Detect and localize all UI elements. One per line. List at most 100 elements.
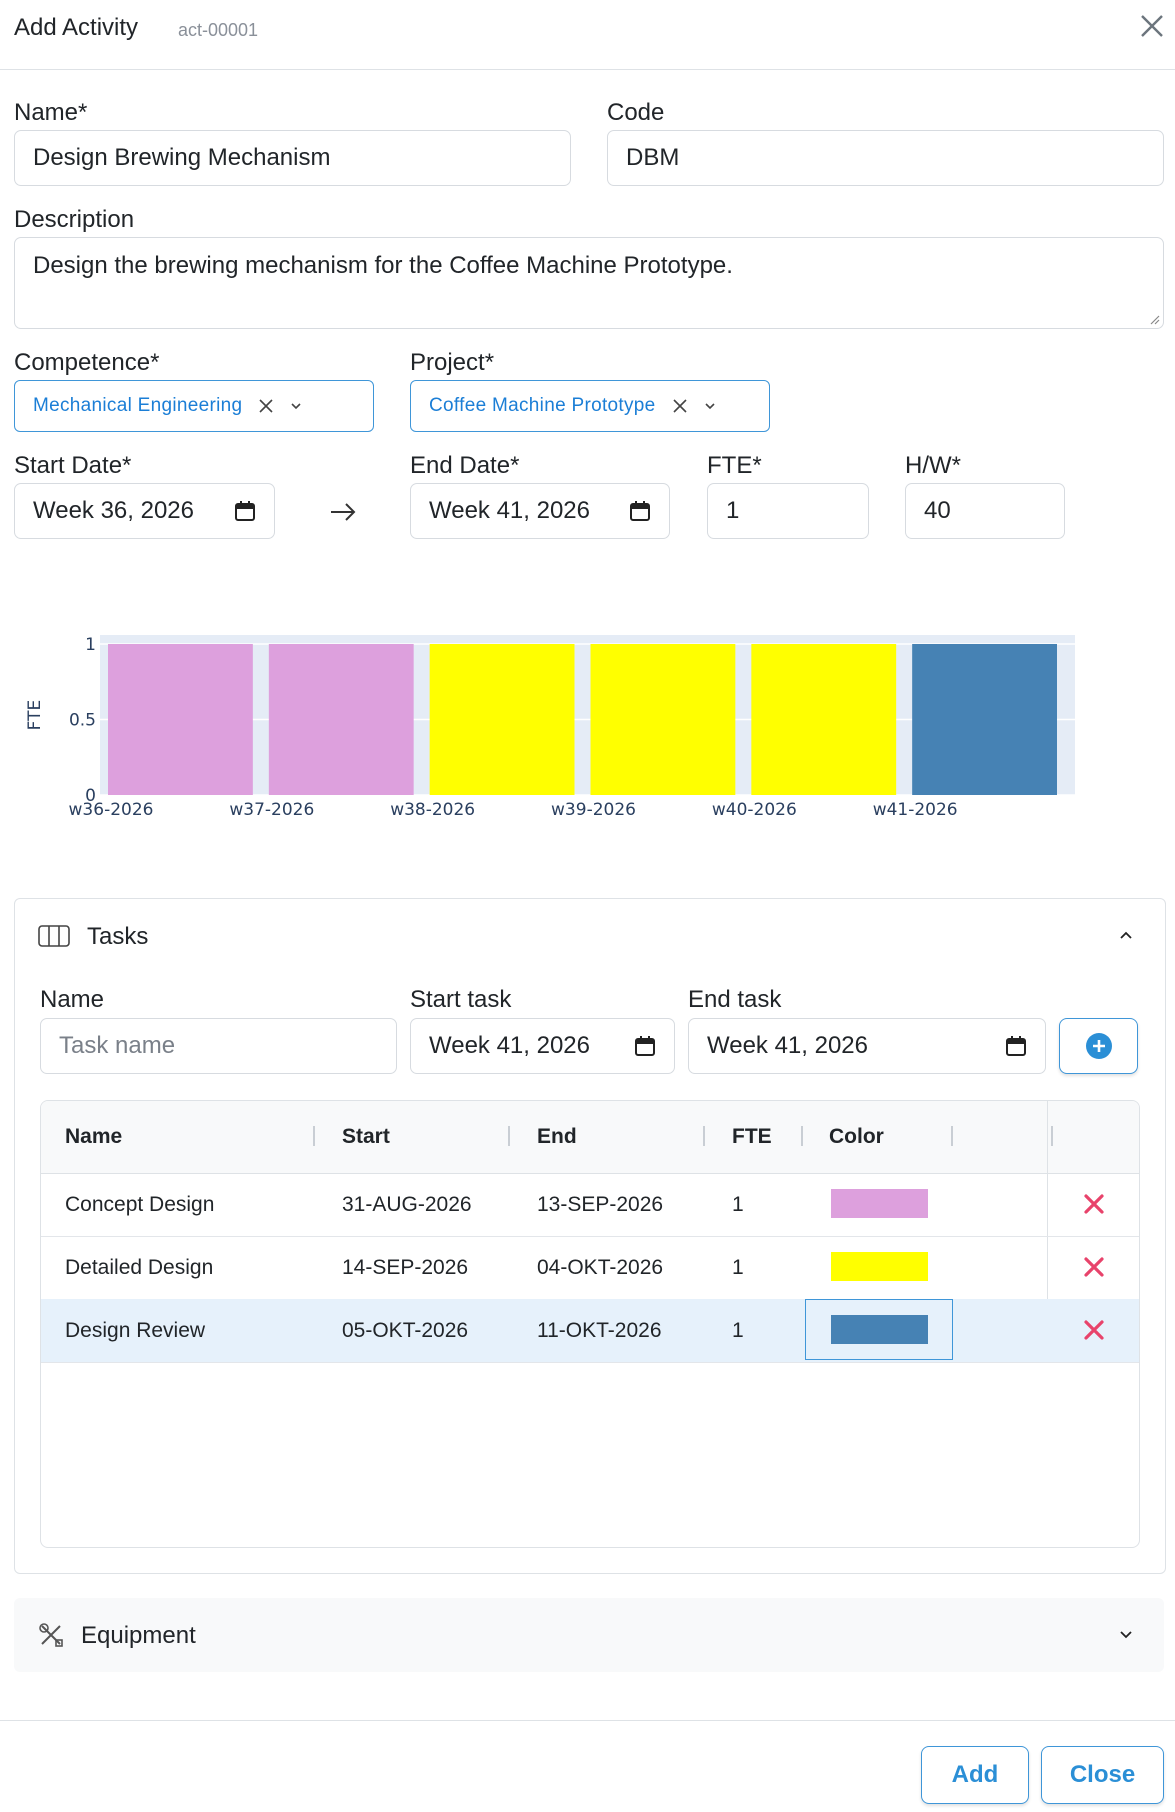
fte-input[interactable]: 1	[707, 483, 869, 539]
column-resizer[interactable]	[508, 1126, 510, 1146]
bar[interactable]	[108, 644, 253, 795]
project-label: Project*	[410, 349, 495, 376]
column-header-name[interactable]: Name	[65, 1125, 123, 1148]
end-task-value: Week 41, 2026	[707, 1032, 869, 1059]
code-value: DBM	[626, 144, 680, 171]
description-label: Description	[14, 206, 135, 233]
chevron-down-icon[interactable]	[704, 400, 716, 412]
column-header-color[interactable]: Color	[829, 1125, 884, 1148]
dialog-title: Add Activity	[14, 14, 139, 41]
end-date-input[interactable]: Week 41, 2026	[410, 483, 670, 539]
name-input[interactable]: Design Brewing Mechanism	[14, 130, 571, 186]
description-textarea[interactable]: Design the brewing mechanism for the Cof…	[14, 237, 1164, 329]
plus-circle-icon	[1085, 1033, 1112, 1059]
code-label: Code	[607, 99, 665, 126]
competence-value: Mechanical Engineering	[33, 395, 243, 416]
clear-project-icon[interactable]	[672, 398, 688, 414]
column-resizer[interactable]	[951, 1126, 953, 1146]
task-name-label: Name	[40, 986, 105, 1013]
code-input[interactable]: DBM	[607, 130, 1164, 186]
equipment-panel-header[interactable]	[14, 1598, 1164, 1672]
chevron-down-icon[interactable]	[1118, 1627, 1134, 1643]
chevron-down-icon[interactable]	[290, 400, 302, 412]
clear-competence-icon[interactable]	[258, 398, 274, 414]
dialog-header	[0, 0, 1175, 70]
end-task-label: End task	[688, 986, 782, 1013]
activity-id: act-00001	[178, 20, 259, 40]
task-start-cell: 14-SEP-2026	[342, 1255, 469, 1279]
task-name-cell: Detailed Design	[65, 1255, 214, 1279]
add-button[interactable]: Add	[921, 1746, 1029, 1804]
end-task-input[interactable]: Week 41, 2026	[688, 1018, 1046, 1074]
delete-task-icon[interactable]	[1083, 1256, 1105, 1278]
task-end-cell: 13-SEP-2026	[537, 1192, 664, 1216]
column-resizer[interactable]	[703, 1126, 705, 1146]
task-name-input[interactable]: Task name	[40, 1018, 397, 1074]
task-color-swatch[interactable]	[831, 1189, 928, 1218]
close-button[interactable]: Close	[1041, 1746, 1164, 1804]
calendar-icon[interactable]	[234, 500, 256, 522]
hw-input[interactable]: 40	[905, 483, 1065, 539]
columns-icon	[38, 925, 70, 947]
column-resizer[interactable]	[1051, 1126, 1053, 1146]
y-tick-label: 0.5	[69, 711, 96, 731]
y-axis-label: FTE	[25, 700, 45, 731]
bar[interactable]	[268, 644, 414, 795]
table-row-selected[interactable]: Design Review 05-OKT-2026 11-OKT-2026 1	[41, 1299, 1139, 1363]
tasks-title: Tasks	[87, 923, 149, 950]
hw-value: 40	[924, 497, 951, 524]
column-header-end[interactable]: End	[537, 1125, 577, 1148]
tasks-panel-header[interactable]	[14, 898, 1164, 974]
y-tick-label: 1	[85, 635, 96, 655]
bar[interactable]	[751, 644, 897, 795]
task-fte-cell: 1	[732, 1318, 744, 1342]
x-tick-label: w41-2026	[873, 800, 958, 820]
bar[interactable]	[429, 644, 575, 795]
calendar-icon[interactable]	[1005, 1035, 1027, 1057]
fte-chart: FTE 0 0.5 1 w36-2026 w37-2026 w38-2026 w39-202…	[25, 635, 1075, 820]
x-tick-label: w37-2026	[229, 800, 314, 820]
project-value: Coffee Machine Prototype	[429, 395, 656, 416]
x-tick-label: w38-2026	[390, 800, 475, 820]
column-resizer[interactable]	[313, 1126, 315, 1146]
calendar-icon[interactable]	[629, 500, 651, 522]
delete-task-icon[interactable]	[1083, 1319, 1105, 1341]
close-icon[interactable]	[1136, 10, 1168, 42]
task-fte-cell: 1	[732, 1255, 744, 1279]
table-header	[41, 1101, 1139, 1174]
y-tick-label: 0	[85, 786, 96, 806]
chevron-up-icon[interactable]	[1118, 927, 1134, 943]
column-header-start[interactable]: Start	[342, 1125, 390, 1148]
column-resizer[interactable]	[801, 1126, 803, 1146]
competence-select[interactable]: Mechanical Engineering	[14, 380, 374, 432]
task-color-swatch[interactable]	[831, 1252, 928, 1281]
calendar-icon[interactable]	[634, 1035, 656, 1057]
name-value: Design Brewing Mechanism	[33, 144, 331, 171]
bar[interactable]	[912, 644, 1057, 795]
task-start-cell: 31-AUG-2026	[342, 1192, 472, 1216]
task-fte-cell: 1	[732, 1192, 744, 1216]
table-row[interactable]: Concept Design 31-AUG-2026 13-SEP-2026 1	[41, 1173, 1139, 1237]
start-date-input[interactable]: Week 36, 2026	[14, 483, 275, 539]
task-name-cell: Design Review	[65, 1318, 206, 1342]
arrow-right-icon	[331, 503, 356, 521]
fte-label: FTE*	[707, 452, 762, 479]
resize-handle-icon[interactable]	[1148, 313, 1160, 325]
description-value: Design the brewing mechanism for the Cof…	[33, 252, 733, 279]
x-tick-label: w36-2026	[69, 800, 154, 820]
x-tick-label: w39-2026	[551, 800, 636, 820]
start-task-input[interactable]: Week 41, 2026	[410, 1018, 675, 1074]
task-color-swatch[interactable]	[831, 1315, 928, 1344]
hw-label: H/W*	[905, 452, 961, 479]
project-select[interactable]: Coffee Machine Prototype	[410, 380, 770, 432]
table-row[interactable]: Detailed Design 14-SEP-2026 04-OKT-2026 …	[41, 1236, 1139, 1300]
delete-task-icon[interactable]	[1083, 1193, 1105, 1215]
add-task-button[interactable]	[1059, 1018, 1138, 1074]
column-header-fte[interactable]: FTE	[732, 1125, 772, 1148]
start-date-value: Week 36, 2026	[33, 497, 195, 524]
task-name-cell: Concept Design	[65, 1192, 215, 1216]
bar[interactable]	[590, 644, 736, 795]
equipment-title: Equipment	[81, 1622, 196, 1649]
x-tick-label: w40-2026	[712, 800, 797, 820]
task-end-cell: 11-OKT-2026	[537, 1318, 662, 1342]
